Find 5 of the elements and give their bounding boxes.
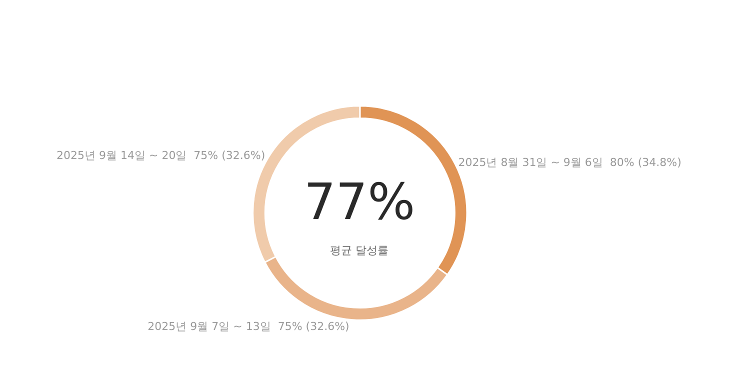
slice-label: 2025년 9월 7일 ~ 13일 75% (32.6%) — [148, 320, 350, 333]
text: 77% — [304, 173, 416, 231]
slice-label: 2025년 9월 14일 ~ 20일 75% (32.6%) — [56, 149, 266, 162]
text: 평균 달성률 — [330, 244, 388, 257]
slice-label: 2025년 8월 31일 ~ 9월 6일 80% (34.8%) — [458, 156, 682, 169]
